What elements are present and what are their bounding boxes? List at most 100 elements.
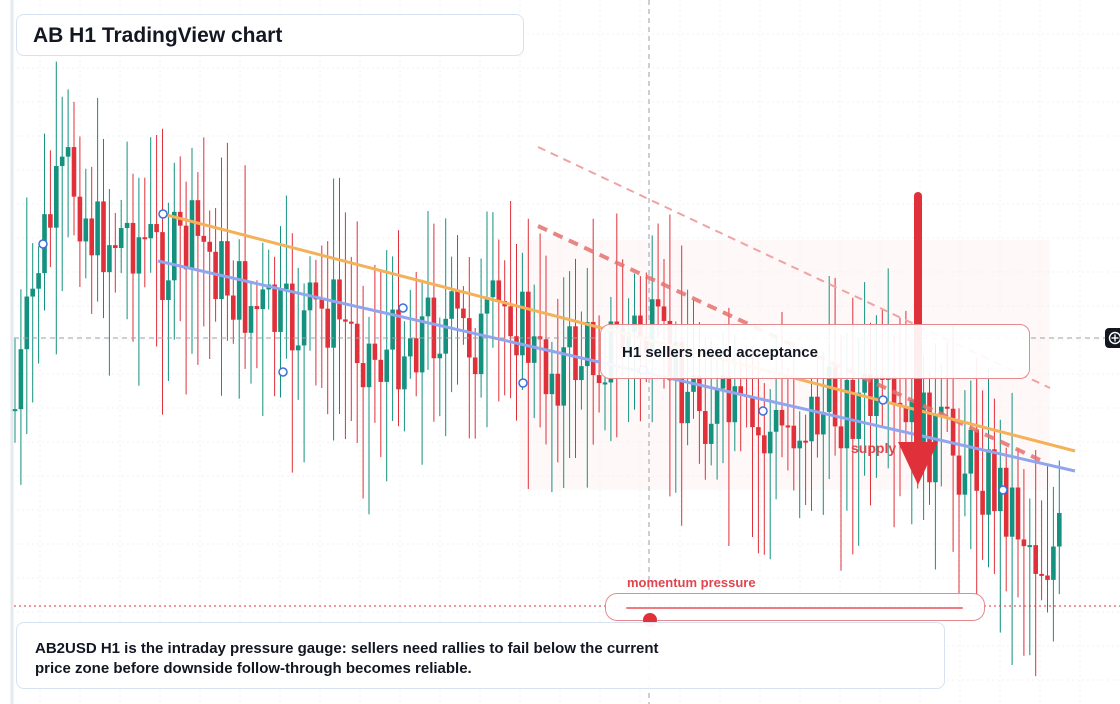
anchor-handle[interactable]	[878, 395, 888, 405]
anchor-handle[interactable]	[158, 209, 168, 219]
candle-body	[18, 349, 24, 410]
supply-zone-label: supply	[851, 440, 897, 456]
candle-body	[290, 283, 295, 351]
candle-body	[543, 339, 549, 395]
candle-body	[909, 399, 915, 423]
candle-body	[402, 356, 407, 390]
candle-body	[142, 237, 148, 240]
candle-body	[655, 299, 661, 307]
candle-body	[826, 366, 832, 412]
candle-body	[992, 449, 997, 512]
candle-body	[590, 321, 596, 376]
candle-body	[225, 241, 230, 296]
candle-body	[939, 406, 944, 415]
candle-body	[71, 147, 77, 197]
anchor-handle[interactable]	[278, 367, 288, 377]
candle-body	[685, 391, 690, 424]
candle-body	[555, 373, 561, 406]
candle-body	[295, 345, 301, 351]
candle-body	[301, 310, 307, 346]
candle-body	[508, 306, 513, 337]
candle-body	[850, 379, 856, 439]
anchor-handle[interactable]	[398, 303, 408, 313]
candle-body	[443, 318, 448, 354]
candle-body	[77, 196, 83, 242]
caption-card: AB2USD H1 is the intraday pressure gauge…	[16, 622, 945, 689]
candle-body	[1039, 573, 1044, 576]
candle-body	[419, 316, 425, 373]
sell-arrow	[898, 192, 938, 485]
candle-body	[732, 386, 738, 423]
candle-body	[708, 423, 714, 444]
candle-body	[207, 241, 212, 252]
candle-body	[59, 156, 65, 167]
candle-body	[236, 261, 242, 320]
candle-body	[1051, 546, 1056, 580]
candle-body	[83, 218, 89, 242]
candle-body	[36, 273, 41, 289]
candle-body	[260, 289, 266, 310]
momentum-gauge[interactable]	[605, 593, 985, 627]
candle-body	[1015, 487, 1021, 540]
candle-body	[596, 375, 602, 384]
anchor-handle[interactable]	[758, 406, 768, 416]
candle-body	[360, 363, 366, 388]
candle-body	[195, 200, 201, 236]
candle-body	[632, 315, 637, 333]
candle-body	[779, 409, 785, 426]
candle-body	[154, 224, 159, 233]
anchor-handle[interactable]	[38, 239, 48, 249]
candle-body	[1045, 575, 1050, 580]
candle-body	[797, 440, 802, 449]
candle-body	[679, 341, 684, 424]
candle-body	[891, 376, 897, 403]
candle-body	[30, 288, 35, 297]
candle-body	[903, 406, 909, 423]
candle-body	[396, 309, 401, 390]
candle-body	[242, 261, 248, 333]
candle-body	[838, 426, 844, 449]
candle-body	[183, 225, 189, 270]
candle-body	[726, 375, 732, 423]
candle-body	[337, 279, 342, 320]
candle-body	[378, 359, 384, 382]
candle-body	[815, 396, 820, 435]
gauge-track	[626, 607, 963, 627]
candle-body	[1009, 487, 1015, 537]
candle-body	[974, 429, 979, 491]
candle-body	[1021, 539, 1027, 547]
anchor-handle[interactable]	[998, 485, 1008, 495]
candle-body	[284, 283, 289, 290]
candle-body	[461, 308, 466, 319]
candle-body	[384, 349, 389, 382]
candle-body	[455, 291, 460, 309]
candle-body	[331, 279, 336, 348]
crosshair-plus-icon[interactable]	[1105, 328, 1120, 348]
candle-body	[148, 224, 153, 239]
candle-body	[526, 291, 531, 363]
candle-body	[1027, 545, 1033, 548]
candle-body	[408, 338, 413, 357]
callout-text: H1 sellers need acceptance	[622, 344, 818, 361]
candle-body	[325, 308, 330, 348]
candle-body	[773, 409, 779, 432]
candle-body	[832, 366, 838, 427]
candle-body	[160, 232, 165, 301]
candle-body	[762, 435, 767, 454]
candle-body	[549, 373, 555, 395]
candle-body	[372, 343, 378, 360]
caption-text: AB2USD H1 is the intraday pressure gauge…	[35, 640, 659, 677]
candle-body	[136, 237, 142, 274]
candle-body	[785, 425, 791, 428]
candle-body	[862, 373, 867, 393]
chart-title: AB H1 TradingView chart	[33, 24, 283, 47]
candle-body	[803, 440, 808, 443]
acceptance-callout: H1 sellers need acceptance	[600, 324, 1030, 379]
candle-body	[354, 323, 360, 364]
candle-body	[1033, 545, 1038, 574]
anchor-handle[interactable]	[518, 378, 528, 388]
candle-body	[585, 321, 590, 367]
candle-body	[89, 218, 94, 256]
candle-body	[130, 222, 136, 274]
candle-body	[278, 289, 283, 332]
